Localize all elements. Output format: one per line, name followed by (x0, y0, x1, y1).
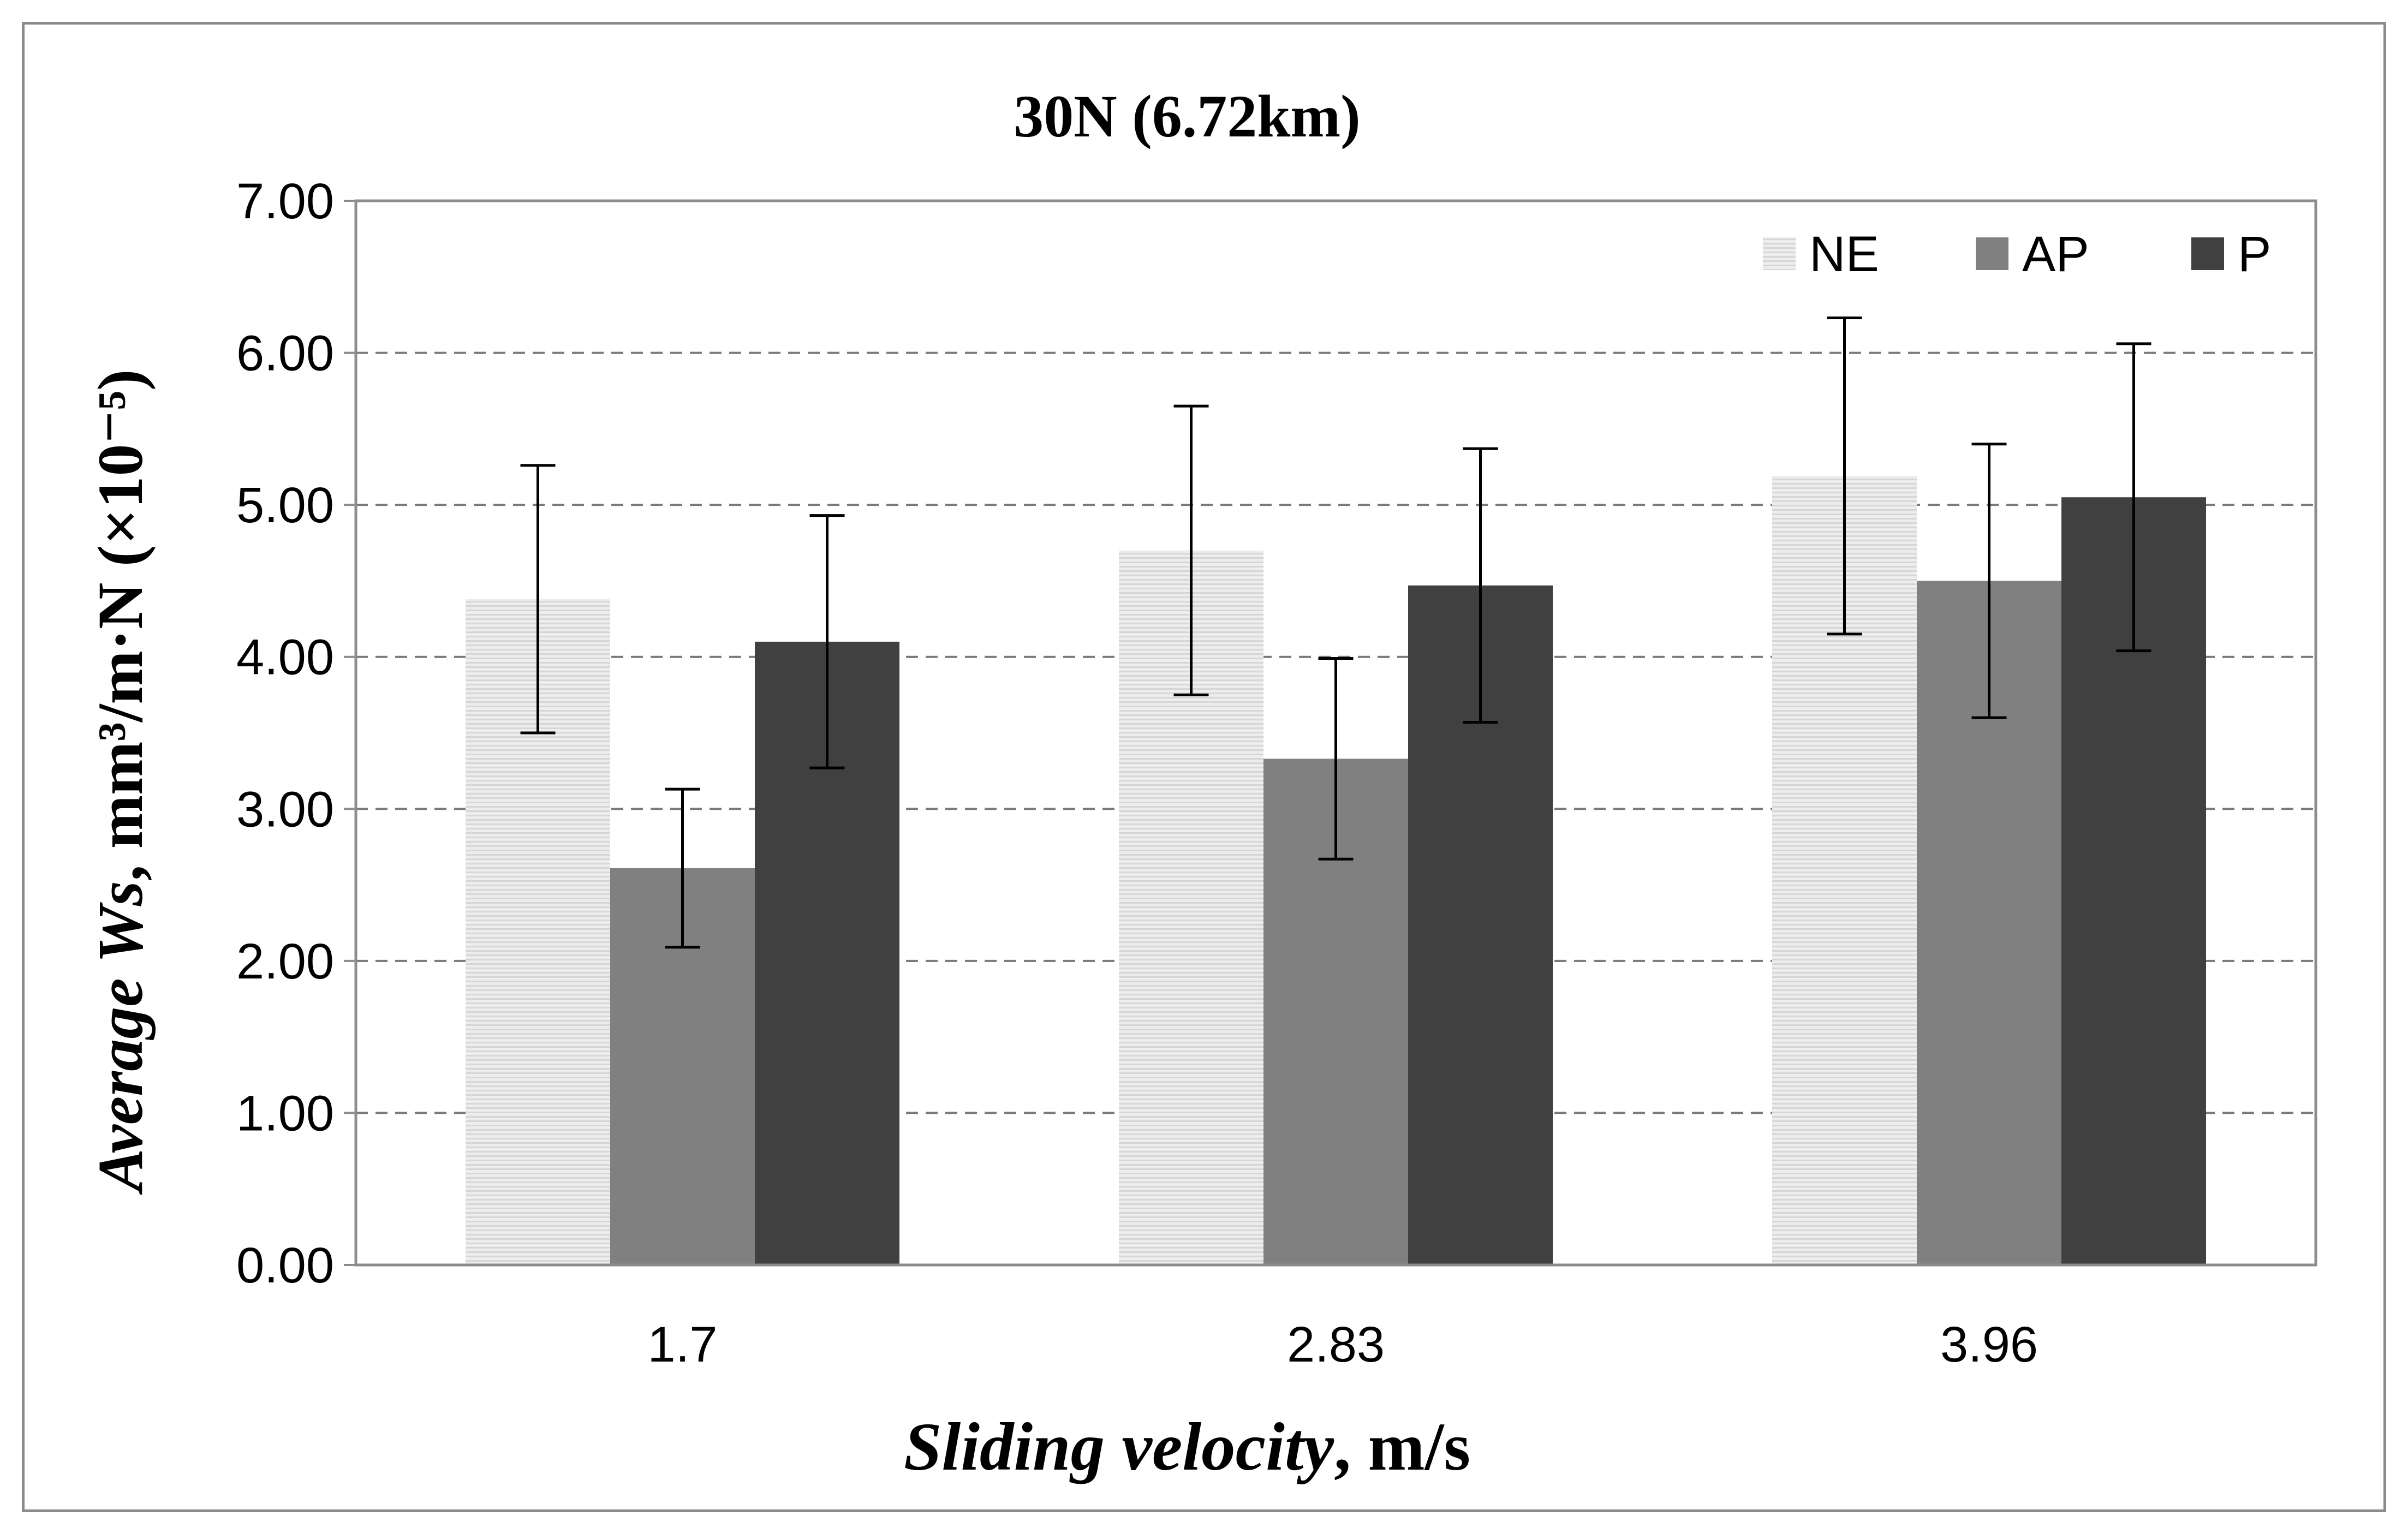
x-tick-label: 2.83 (1287, 1317, 1385, 1372)
y-axis-label-units: , mm³/m·N (×10⁻⁵) (85, 369, 156, 881)
x-axis-label-units: , m/s (1334, 1410, 1470, 1485)
y-tick-label: 7.00 (236, 174, 334, 229)
y-tick-label: 5.00 (236, 477, 334, 533)
bars (466, 476, 2206, 1265)
y-axis-label-symbol: Ws (85, 881, 156, 963)
x-axis-label: Sliding velocity, m/s (904, 1410, 1470, 1485)
chart-title: 30N (6.72km) (1014, 83, 1361, 150)
y-tick-label: 2.00 (236, 934, 334, 989)
legend-swatch-ap (1976, 237, 2008, 270)
legend-label-ne: NE (1809, 226, 1879, 282)
y-axis-label: Average Ws, mm³/m·N (×10⁻⁵) (85, 369, 156, 1196)
y-axis-ticks: 0.00 1.00 2.00 3.00 4.00 5.00 6.00 7.00 (236, 174, 356, 1293)
error-bar-ap-2.83 (1318, 657, 1354, 861)
y-tick-label: 3.00 (236, 781, 334, 837)
error-bars (520, 317, 2151, 949)
error-bar-ap-1.7 (665, 787, 700, 949)
legend-swatch-ne (1763, 237, 1796, 270)
error-bar-ne-3.96 (1827, 317, 1862, 636)
error-bar-p-2.83 (1463, 447, 1498, 724)
x-tick-label: 1.7 (648, 1317, 718, 1372)
error-bar-p-1.7 (809, 514, 845, 769)
error-bar-ne-2.83 (1173, 404, 1209, 696)
y-tick-label: 0.00 (236, 1238, 334, 1293)
y-tick-label: 4.00 (236, 630, 334, 685)
legend-label-p: P (2238, 226, 2271, 282)
x-axis-label-italic: Sliding velocity (904, 1410, 1334, 1485)
error-bar-ne-1.7 (520, 464, 556, 735)
y-axis-label-italic: Average (85, 963, 156, 1195)
plot-area-border (354, 199, 2317, 1267)
legend-label-ap: AP (2022, 226, 2089, 282)
error-bar-ap-3.96 (1971, 443, 2007, 719)
error-bar-p-3.96 (2116, 342, 2151, 653)
x-axis-ticks: 1.7 2.83 3.96 (648, 1317, 2038, 1372)
chart-frame: 30N (6.72km) 0.00 1.00 2.00 3.00 4.00 5.00 6.0… (22, 22, 2386, 1512)
y-tick-label: 1.00 (236, 1085, 334, 1141)
legend: NE AP P (1763, 226, 2271, 282)
bar-chart: 30N (6.72km) 0.00 1.00 2.00 3.00 4.00 5.00 6.0… (85, 83, 2317, 1485)
x-tick-label: 3.96 (1940, 1317, 2038, 1372)
y-tick-label: 6.00 (236, 326, 334, 381)
legend-swatch-p (2191, 237, 2224, 270)
